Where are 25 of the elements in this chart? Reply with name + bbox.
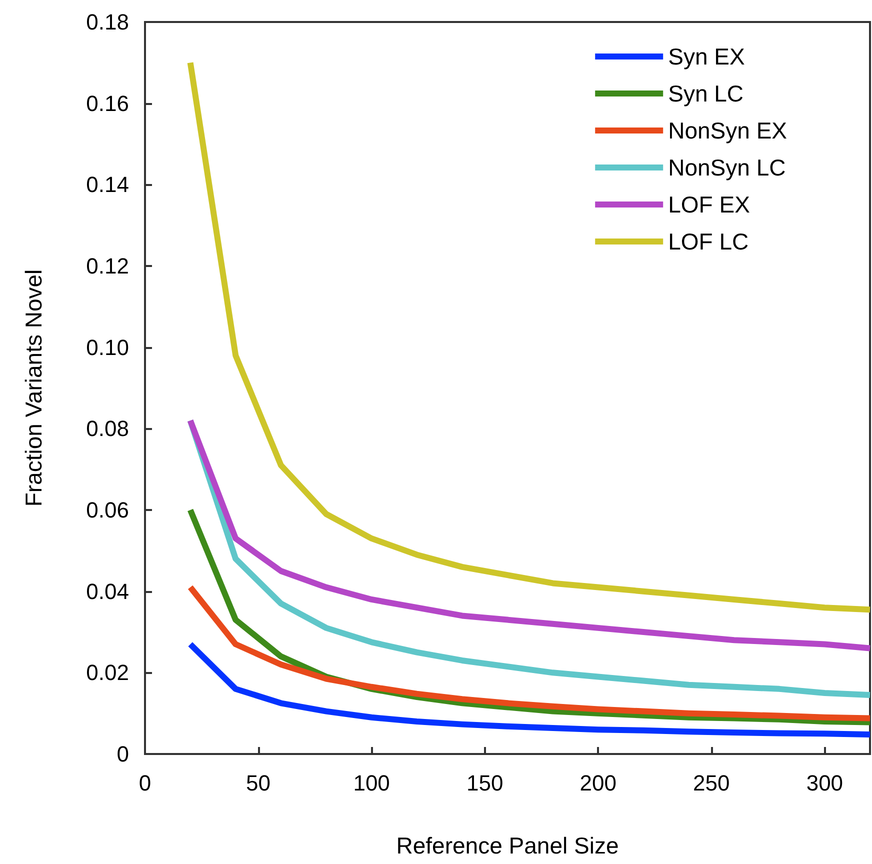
- y-tick-label: 0.18: [86, 10, 129, 34]
- legend-label: Syn EX: [668, 44, 745, 70]
- y-tick-label: 0.04: [86, 578, 129, 604]
- x-tick-label: 300: [806, 770, 844, 796]
- y-tick-label: 0.14: [86, 172, 129, 198]
- x-axis-title: Reference Panel Size: [396, 832, 619, 858]
- y-tick-label: 0.06: [86, 498, 129, 522]
- y-tick-label: 0.10: [86, 334, 129, 360]
- y-tick-label: 0.16: [86, 90, 129, 116]
- y-tick-label: 0.08: [86, 416, 129, 442]
- x-tick-label: 0: [138, 770, 152, 796]
- legend-label: LOF EX: [668, 192, 750, 218]
- x-tick-label: 250: [693, 770, 730, 796]
- y-tick-label: 0.02: [86, 660, 129, 686]
- y-tick-label: 0: [116, 742, 129, 766]
- x-tick-label: 150: [466, 770, 504, 796]
- y-tick-label: 0.12: [86, 254, 129, 278]
- x-tick-label: 50: [246, 770, 271, 796]
- x-tick-label: 200: [580, 770, 616, 796]
- legend-label: Syn LC: [668, 80, 744, 106]
- y-axis-title: Fraction Variants Novel: [20, 269, 46, 507]
- legend-label: NonSyn EX: [668, 118, 788, 144]
- legend-label: NonSyn LC: [668, 154, 786, 180]
- x-tick-label: 100: [353, 770, 390, 796]
- legend-label: LOF LC: [668, 228, 749, 254]
